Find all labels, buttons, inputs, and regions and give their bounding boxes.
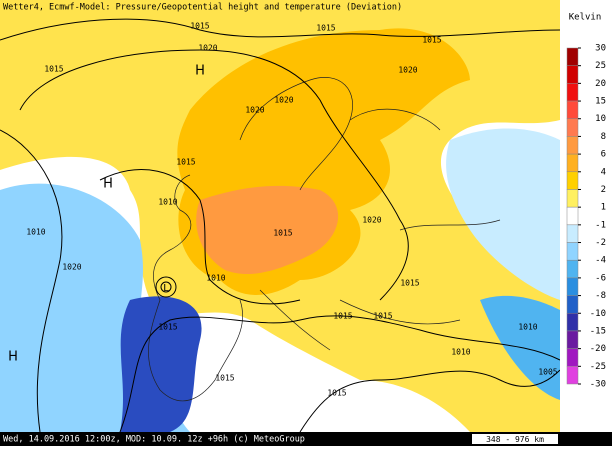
legend-swatch — [566, 65, 579, 84]
legend: 30 25 20 15 10 8 6 4 2 1 -1 -2 -4 -6 -8 -10 -15 -20 -25 -30 — [566, 44, 606, 390]
legend-swatch — [566, 189, 579, 208]
isobar-label: 1015 — [158, 323, 177, 332]
isobar-label: 1015 — [400, 279, 419, 288]
legend-swatch — [566, 295, 579, 314]
legend-label: 4 — [601, 167, 606, 177]
scale-text: 348 - 976 km — [486, 435, 544, 444]
isobar-label: 1015 — [44, 65, 63, 74]
isobar-label: 1015 — [176, 158, 195, 167]
legend-label: -10 — [590, 309, 606, 319]
isobar-label: 1010 — [158, 198, 177, 207]
scale-box — [472, 434, 558, 444]
legend-label: -4 — [595, 256, 606, 266]
high-center: H — [8, 350, 18, 365]
isobar-label: 1015 — [333, 312, 352, 321]
legend-swatch — [566, 83, 579, 102]
legend-swatch — [566, 242, 579, 261]
isobar-label: 1015 — [316, 24, 335, 33]
isobar-label: 1020 — [245, 106, 264, 115]
legend-label: -2 — [595, 238, 606, 248]
legend-label: 8 — [601, 132, 606, 142]
legend-swatch — [566, 171, 579, 190]
legend-swatch — [566, 366, 579, 385]
legend-swatch — [566, 118, 579, 137]
legend-label: -8 — [595, 291, 606, 301]
coastline — [259, 219, 501, 351]
legend-swatch — [566, 100, 579, 119]
legend-swatch — [566, 277, 579, 296]
legend-swatch — [566, 206, 579, 226]
isobar — [0, 129, 63, 433]
low-center: L — [163, 283, 169, 294]
legend-label: -15 — [590, 326, 606, 336]
isobar — [299, 369, 561, 433]
isobar-label: 1020 — [198, 44, 217, 53]
legend-swatch — [566, 348, 579, 367]
legend-label: 1 — [601, 203, 606, 213]
legend-label: -1 — [595, 220, 606, 230]
legend-label: 15 — [595, 97, 606, 107]
legend-label: 6 — [601, 150, 606, 160]
legend-swatch — [566, 136, 579, 155]
isobar — [99, 169, 301, 305]
isobar-label: 1005 — [538, 368, 557, 377]
legend-label: -25 — [590, 362, 606, 372]
high-center: H — [103, 177, 113, 192]
footer-text: Wed, 14.09.2016 12:00z, MOD: 10.09. 12z … — [3, 435, 305, 445]
isobar-label: 1010 — [26, 228, 45, 237]
legend-label: -6 — [595, 273, 606, 283]
legend-label: -20 — [590, 344, 606, 354]
cool-field-southeast — [480, 295, 560, 400]
cool-field-east — [446, 128, 560, 300]
legend-swatch — [566, 259, 579, 279]
coastline — [148, 174, 244, 402]
isobar-label: 1015 — [327, 389, 346, 398]
legend-swatch — [566, 313, 579, 332]
isobar-label: 1010 — [451, 348, 470, 357]
footer-bar — [0, 432, 612, 446]
isobar — [119, 315, 561, 433]
coastline — [239, 77, 441, 191]
isobar-label: 1015 — [190, 22, 209, 31]
isobar-label: 1010 — [518, 323, 537, 332]
isobar-label: 1015 — [215, 374, 234, 383]
legend-label: 2 — [601, 185, 606, 195]
legend-swatch — [566, 224, 579, 243]
isobar-label: 1020 — [362, 216, 381, 225]
legend-swatch — [566, 330, 579, 349]
legend-unit: Kelvin — [569, 13, 602, 23]
legend-label: 10 — [595, 114, 606, 124]
isobar-label: 1020 — [398, 66, 417, 75]
isobar-label: 1020 — [62, 263, 81, 272]
isobar-label: 1015 — [422, 36, 441, 45]
legend-label: 25 — [595, 61, 606, 71]
map-title: Wetter4, Ecmwf-Model: Pressure/Geopotent… — [3, 3, 402, 13]
isobar-label: 1010 — [206, 274, 225, 283]
isobar-label: 1015 — [273, 229, 292, 238]
high-center: H — [195, 64, 205, 79]
legend-swatch — [566, 153, 579, 173]
isobar — [19, 49, 409, 301]
legend-label: 20 — [595, 79, 606, 89]
legend-swatch — [566, 47, 579, 66]
legend-label: -30 — [590, 380, 606, 390]
hot-field — [196, 185, 339, 275]
isobar — [0, 18, 561, 41]
cold-field-deep — [120, 296, 202, 432]
legend-label: 30 — [595, 44, 606, 54]
isobar — [155, 276, 177, 298]
isobar-label: 1015 — [373, 312, 392, 321]
isobar — [160, 281, 172, 293]
isobar-label: 1020 — [274, 96, 293, 105]
